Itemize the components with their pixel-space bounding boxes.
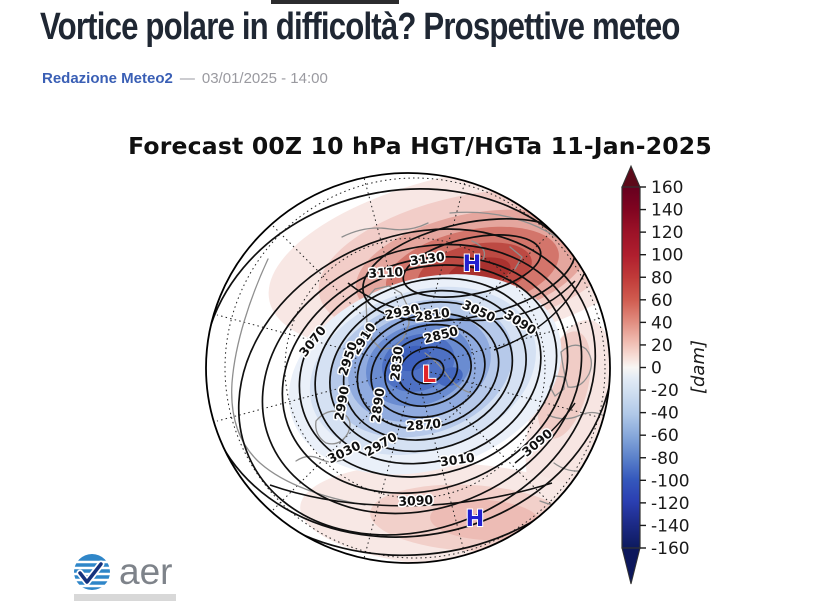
colorbar-tick-label: -140	[651, 516, 690, 536]
chart-title: Forecast 00Z 10 hPa HGT/HGTa 11-Jan-2025	[128, 132, 712, 160]
colorbar-tick-label: 40	[651, 313, 673, 333]
page-title: Vortice polare in difficoltà? Prospettiv…	[40, 6, 680, 48]
publish-date: 03/01/2025 - 14:00	[201, 70, 328, 87]
colorbar-tick-label: -100	[651, 471, 690, 491]
contour-label: 3110	[368, 264, 404, 281]
meridian-line	[418, 173, 469, 353]
forecast-chart-figure: Forecast 00Z 10 hPa HGT/HGTa 11-Jan-2025	[0, 110, 829, 601]
meridian-line	[430, 371, 610, 422]
aer-logo: aer	[72, 551, 172, 593]
high-pressure-marker: H	[466, 507, 484, 532]
meridian-line	[269, 378, 405, 514]
byline-separator: —	[179, 70, 195, 87]
low-pressure-marker: L	[422, 363, 436, 388]
colorbar-tick-label: 100	[651, 246, 683, 266]
colorbar-tick-label: -80	[651, 449, 679, 469]
meridian-line	[430, 314, 610, 365]
contour-label: 3090	[398, 492, 434, 509]
colorbar-tick-label: 20	[651, 336, 673, 356]
colorbar-gradient	[621, 186, 641, 549]
cropped-image-edge	[74, 594, 176, 601]
colorbar-tick-label: -60	[651, 426, 679, 446]
meridian-line	[269, 222, 405, 358]
colorbar-unit-label: [dam]	[688, 340, 709, 394]
colorbar-tick-label: 0	[651, 359, 662, 379]
aer-logo-text: aer	[119, 551, 173, 592]
colorbar-tick-label: -40	[651, 404, 679, 424]
aer-logo-icon	[74, 554, 110, 590]
contour-label: 3010	[439, 450, 476, 470]
map-interior	[206, 173, 610, 563]
byline: Redazione Meteo2 — 03/01/2025 - 14:00	[42, 70, 328, 87]
height-contours	[206, 173, 610, 557]
pressure-markers: H L H	[421, 251, 485, 533]
colorbar-tick-label: -20	[651, 381, 679, 401]
colorbar-tick-label: -160	[651, 539, 690, 559]
colorbar-tick-label: 120	[651, 223, 683, 243]
meridian-line	[425, 378, 561, 514]
meridian-line	[216, 314, 400, 365]
author-link[interactable]: Redazione Meteo2	[42, 70, 173, 87]
contour-label: 2810	[414, 305, 451, 325]
colorbar-tick-label: 140	[651, 201, 683, 221]
meridian-line	[361, 173, 412, 353]
colorbar-tick-label: 60	[651, 291, 673, 311]
contour-label: 3130	[409, 249, 446, 269]
map-boundary	[205, 172, 611, 564]
colorbar-tick-label: 160	[651, 178, 683, 198]
contour-label: 2870	[406, 416, 442, 434]
high-pressure-marker: H	[463, 252, 481, 277]
colorbar-tick-label: -120	[651, 494, 690, 514]
colorbar-bottom-arrow	[621, 547, 641, 585]
colorbar-tick-label: 80	[651, 268, 673, 288]
meridian-line	[418, 383, 469, 563]
contour-label: 2890	[368, 387, 388, 424]
cropped-element-fragment	[271, 0, 399, 4]
colorbar-top-arrow	[621, 164, 641, 188]
meridian-line	[216, 371, 400, 422]
contour-label: 2830	[387, 345, 406, 381]
